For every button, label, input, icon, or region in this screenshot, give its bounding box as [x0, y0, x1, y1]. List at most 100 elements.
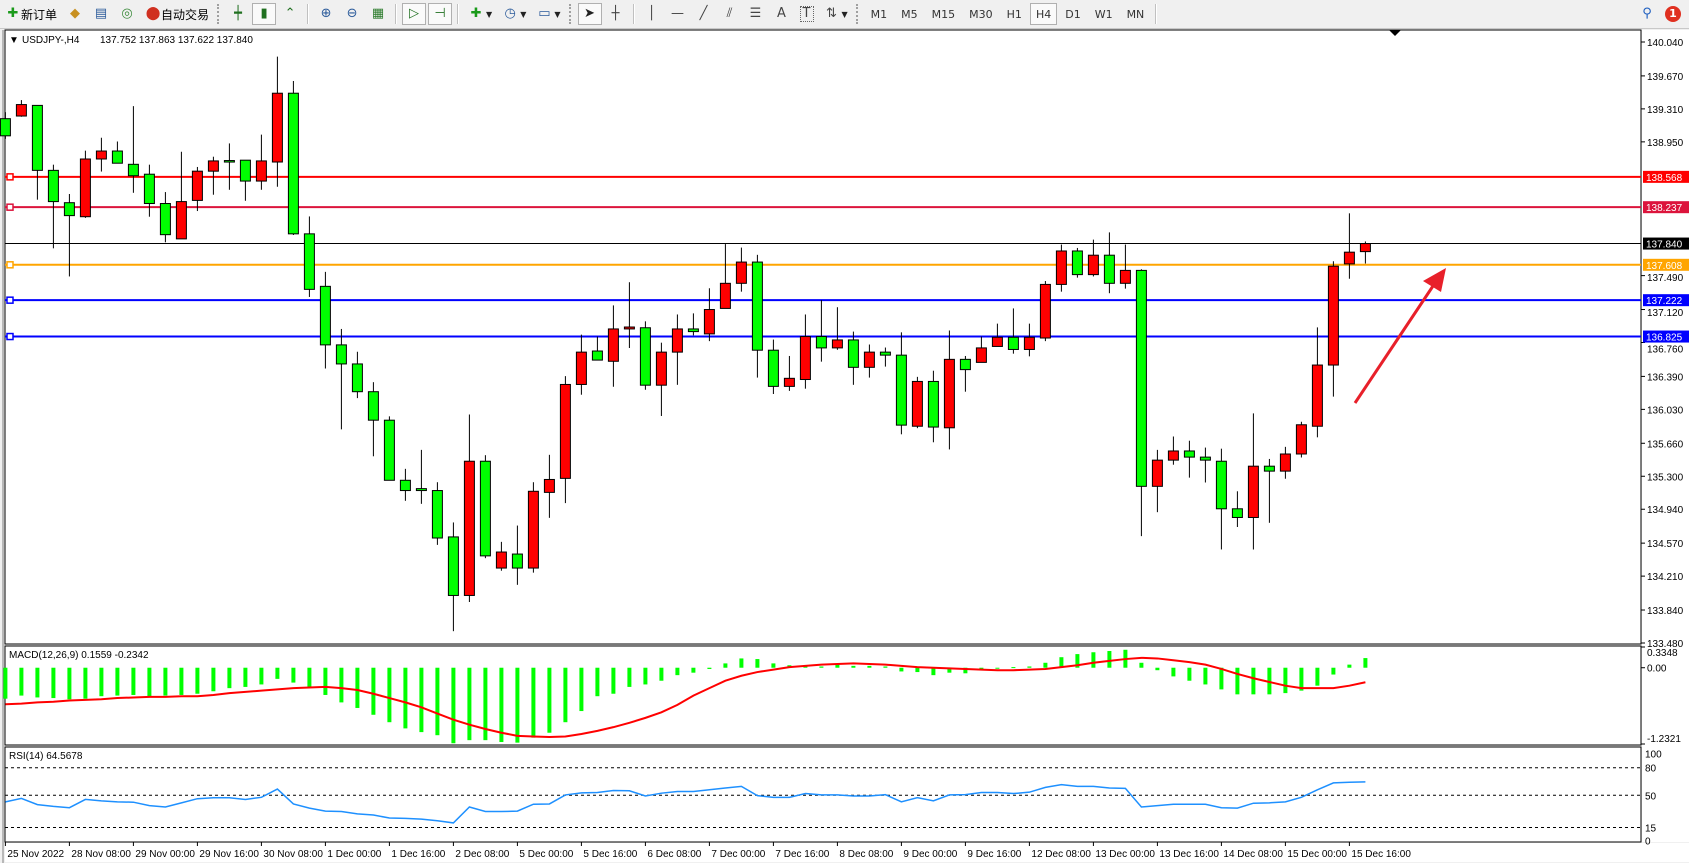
candle-body[interactable] — [639, 327, 651, 386]
candle-body[interactable] — [1359, 243, 1371, 253]
candle-body[interactable] — [1167, 450, 1179, 461]
candle-body[interactable] — [975, 347, 987, 363]
level-anchor-handle[interactable] — [6, 261, 14, 269]
candle-body[interactable] — [495, 551, 507, 569]
timeframe-mn[interactable]: MN — [1126, 7, 1145, 21]
candle-body[interactable] — [719, 282, 731, 309]
candle-body[interactable] — [895, 354, 907, 426]
candle-body[interactable] — [15, 104, 27, 117]
candle-body[interactable] — [79, 158, 91, 218]
level-anchor-handle[interactable] — [6, 332, 14, 341]
text-label-button[interactable]: T — [796, 3, 818, 25]
market-watch-button[interactable]: ◆ — [63, 3, 87, 25]
candle-body[interactable] — [63, 202, 75, 217]
candle-body[interactable] — [47, 169, 59, 203]
periods-button[interactable]: ◷ ▼ — [498, 3, 530, 25]
trend-arrow-line[interactable] — [1353, 282, 1437, 404]
candle-body[interactable] — [303, 233, 315, 290]
search-icon[interactable]: ⚲ — [1642, 6, 1652, 21]
candle-body[interactable] — [1039, 283, 1051, 339]
toolbar-grip[interactable] — [855, 4, 861, 24]
horizontal-line-button[interactable]: — — [666, 3, 690, 25]
candle-body[interactable] — [287, 92, 299, 235]
candle-body[interactable] — [159, 203, 171, 236]
level-anchor-handle[interactable] — [6, 203, 14, 211]
candle-body[interactable] — [927, 380, 939, 428]
candle-body[interactable] — [1215, 460, 1227, 510]
candle-body[interactable] — [319, 285, 331, 346]
candle-body[interactable] — [783, 377, 795, 387]
candle-body[interactable] — [1247, 465, 1259, 518]
timeframe-h4[interactable]: H4 — [1029, 3, 1058, 25]
candle-body[interactable] — [431, 490, 443, 539]
candle-body[interactable] — [31, 104, 43, 171]
candle-body[interactable] — [1263, 465, 1275, 472]
timeframe-m1[interactable]: M1 — [870, 7, 888, 21]
candle-body[interactable] — [367, 391, 379, 421]
candle-body[interactable] — [1007, 336, 1019, 350]
candle-body[interactable] — [559, 383, 571, 479]
candle-body[interactable] — [591, 350, 603, 361]
templates-button[interactable]: ▭ ▼ — [532, 3, 564, 25]
candle-body[interactable] — [463, 460, 475, 596]
candle-body[interactable] — [479, 460, 491, 557]
navigator-button[interactable]: ◎ — [115, 3, 139, 25]
candle-body[interactable] — [1343, 251, 1355, 265]
fibonacci-button[interactable]: ☰ — [744, 3, 768, 25]
equidistant-channel-button[interactable]: ⫽ — [718, 3, 742, 25]
candle-body[interactable] — [911, 380, 923, 427]
notification-icon[interactable]: 1 — [1665, 6, 1681, 22]
candle-body[interactable] — [735, 261, 747, 284]
candle-body[interactable] — [1087, 254, 1099, 276]
chart-shift-marker-icon[interactable] — [1389, 30, 1401, 36]
timeframe-w1[interactable]: W1 — [1094, 7, 1113, 21]
candle-body[interactable] — [1103, 254, 1115, 284]
timeframe-m15[interactable]: M15 — [931, 7, 956, 21]
candle-body[interactable] — [175, 201, 187, 240]
candle-body[interactable] — [255, 160, 267, 182]
candle-body[interactable] — [703, 309, 715, 335]
level-anchor-handle[interactable] — [6, 173, 14, 181]
candle-body[interactable] — [943, 358, 955, 429]
line-chart-button[interactable]: ⌃ — [278, 3, 302, 25]
candle-body[interactable] — [1151, 459, 1163, 487]
candle-body[interactable] — [271, 92, 283, 163]
candle-body[interactable] — [223, 160, 235, 163]
crosshair-button[interactable]: ┼ — [604, 3, 628, 25]
candle-body[interactable] — [799, 336, 811, 381]
timeframe-d1[interactable]: D1 — [1065, 7, 1081, 21]
candle-body[interactable] — [687, 328, 699, 333]
candle-body[interactable] — [191, 170, 203, 201]
zoom-in-button[interactable]: ⊕ — [314, 3, 338, 25]
tile-windows-button[interactable]: ▦ — [366, 3, 390, 25]
candle-body[interactable] — [0, 118, 11, 137]
candle-body[interactable] — [335, 344, 347, 365]
candle-body[interactable] — [847, 339, 859, 368]
candle-body[interactable] — [527, 490, 539, 569]
indicators-button[interactable]: ✚ ▼ — [464, 3, 496, 25]
candle-body[interactable] — [959, 358, 971, 371]
candle-body[interactable] — [127, 163, 139, 177]
candle-body[interactable] — [1183, 450, 1195, 458]
candle-body[interactable] — [831, 339, 843, 349]
candle-body[interactable] — [671, 328, 683, 353]
candle-body[interactable] — [1295, 424, 1307, 455]
candle-body[interactable] — [543, 478, 555, 493]
text-button[interactable]: A — [770, 3, 794, 25]
chart-shift-button[interactable]: ⊣ — [428, 3, 453, 25]
candle-body[interactable] — [95, 150, 107, 160]
candle-body[interactable] — [239, 159, 251, 182]
candle-body[interactable] — [1135, 269, 1147, 487]
candle-body[interactable] — [815, 336, 827, 349]
time-axis[interactable] — [5, 843, 1689, 862]
candle-body[interactable] — [1199, 456, 1211, 461]
candle-body[interactable] — [1071, 250, 1083, 276]
candle-body[interactable] — [111, 150, 123, 164]
candle-body[interactable] — [399, 479, 411, 492]
candle-body[interactable] — [1023, 336, 1035, 350]
timeframe-m5[interactable]: M5 — [901, 7, 918, 21]
collapse-triangle-icon[interactable]: ▼ — [9, 35, 19, 46]
cursor-button[interactable]: ➤ — [577, 3, 602, 25]
candlestick-button[interactable]: ▮ — [252, 3, 277, 25]
